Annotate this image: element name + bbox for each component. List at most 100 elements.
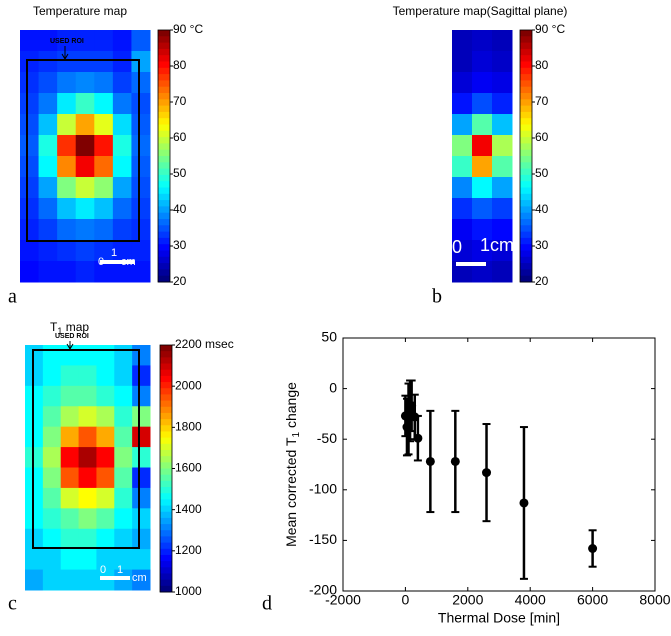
heatmap-cell [132,549,151,571]
scale-label: 0 [100,564,106,576]
heatmap-cell [472,114,493,136]
heatmap-cell [472,72,493,94]
heatmap-cell [96,447,115,468]
data-point [413,433,423,443]
heatmap-cell [60,447,80,468]
heatmap-cell [60,426,80,448]
heatmap-cell [42,426,62,448]
heatmap-cell [78,365,97,387]
colorbar-segment [160,462,172,469]
heatmap-cell [452,219,473,241]
heatmap-cell [78,549,97,571]
scale-label: cm [121,256,136,268]
heatmap-cell [132,467,151,489]
colorbar-segment [520,269,532,277]
heatmap-cell [132,528,151,550]
scale-bar [100,260,134,264]
heatmap-cell [452,240,473,262]
y-tick-label: -150 [309,531,337,547]
colorbar-segment [520,74,532,81]
heatmap-cell [112,198,132,220]
heatmap-cell [492,93,513,115]
heatmap-cell [78,406,97,428]
colorbar-segment [160,437,172,445]
heatmap-cell [25,467,44,489]
heatmap-cell [96,528,115,550]
heatmap-cell [472,135,493,157]
colorbar-segment [520,225,532,233]
colorbar-segment [158,193,170,201]
heatmap-cell [38,135,58,157]
heatmap-cell [472,156,493,178]
y-tick-label: -100 [309,481,337,497]
heatmap-cell [492,72,513,94]
heatmap-cell [60,569,80,591]
heatmap-cell [75,51,95,73]
heatmap-cell [132,447,151,468]
panel-label: c [8,593,17,615]
colorbar-segment [520,42,532,50]
heatmap-cell [96,365,115,387]
colorbar-segment [160,369,172,377]
x-tick-label: 0 [402,592,410,608]
colorbar-segment [158,99,170,107]
heatmap-cell [75,30,95,52]
scale-label: cm [132,572,147,584]
heatmap-cell [42,345,62,366]
colorbar-label: 30 [173,238,187,252]
heatmap-cell [452,156,473,178]
heatmap-cell [492,114,513,136]
heatmap-cell [452,261,473,283]
heatmap-cell [114,426,133,448]
colorbar-segment [158,168,170,176]
heatmap-cell [78,569,97,591]
heatmap-cell [75,198,95,220]
heatmap-cell [114,365,133,387]
heatmap-cell [57,240,77,262]
roi-label: USED ROI [50,38,84,45]
colorbar-label: 60 [173,130,187,144]
colorbar-segment [158,149,170,157]
heatmap-cell [20,156,40,178]
colorbar-segment [520,162,532,170]
heatmap-cell [492,240,513,262]
colorbar-segment [158,263,170,270]
heatmap-cell [492,261,513,283]
colorbar-segment [160,499,172,507]
colorbar-segment [520,219,532,226]
colorbar-segment [160,567,172,574]
colorbar-segment [160,573,172,581]
heatmap-cell [25,447,44,468]
heatmap-cell [38,51,58,73]
heatmap-cell [20,240,40,262]
heatmap-cell [114,549,133,571]
colorbar-segment [158,181,170,188]
heatmap-cell [57,261,77,283]
colorbar-label: 40 [535,202,549,216]
colorbar-segment [160,400,172,408]
colorbar-segment [160,524,172,531]
colorbar-segment [160,511,172,519]
heatmap-cell [472,219,493,241]
heatmap-cell [20,51,40,73]
heatmap-cell [132,508,151,530]
colorbar-label: 20 [173,274,187,288]
y-tick-label: 0 [329,379,337,395]
colorbar-segment [158,206,170,214]
colorbar-segment [160,468,172,476]
heatmap-cell [25,385,44,407]
colorbar-segment [520,212,532,220]
heatmap-cell [75,177,95,199]
heatmap-cell [38,177,58,199]
colorbar-segment [158,105,170,113]
label-part: change [283,382,299,432]
heatmap-cell [114,406,133,428]
colorbar-label: 1400 [175,502,202,516]
heatmap-cell [60,528,80,550]
colorbar-segment [520,118,532,125]
heatmap-cell [94,240,114,262]
heatmap-cell [38,261,58,283]
heatmap-cell [20,219,40,241]
scale-label: 1 [117,564,123,576]
colorbar-segment [520,130,532,138]
